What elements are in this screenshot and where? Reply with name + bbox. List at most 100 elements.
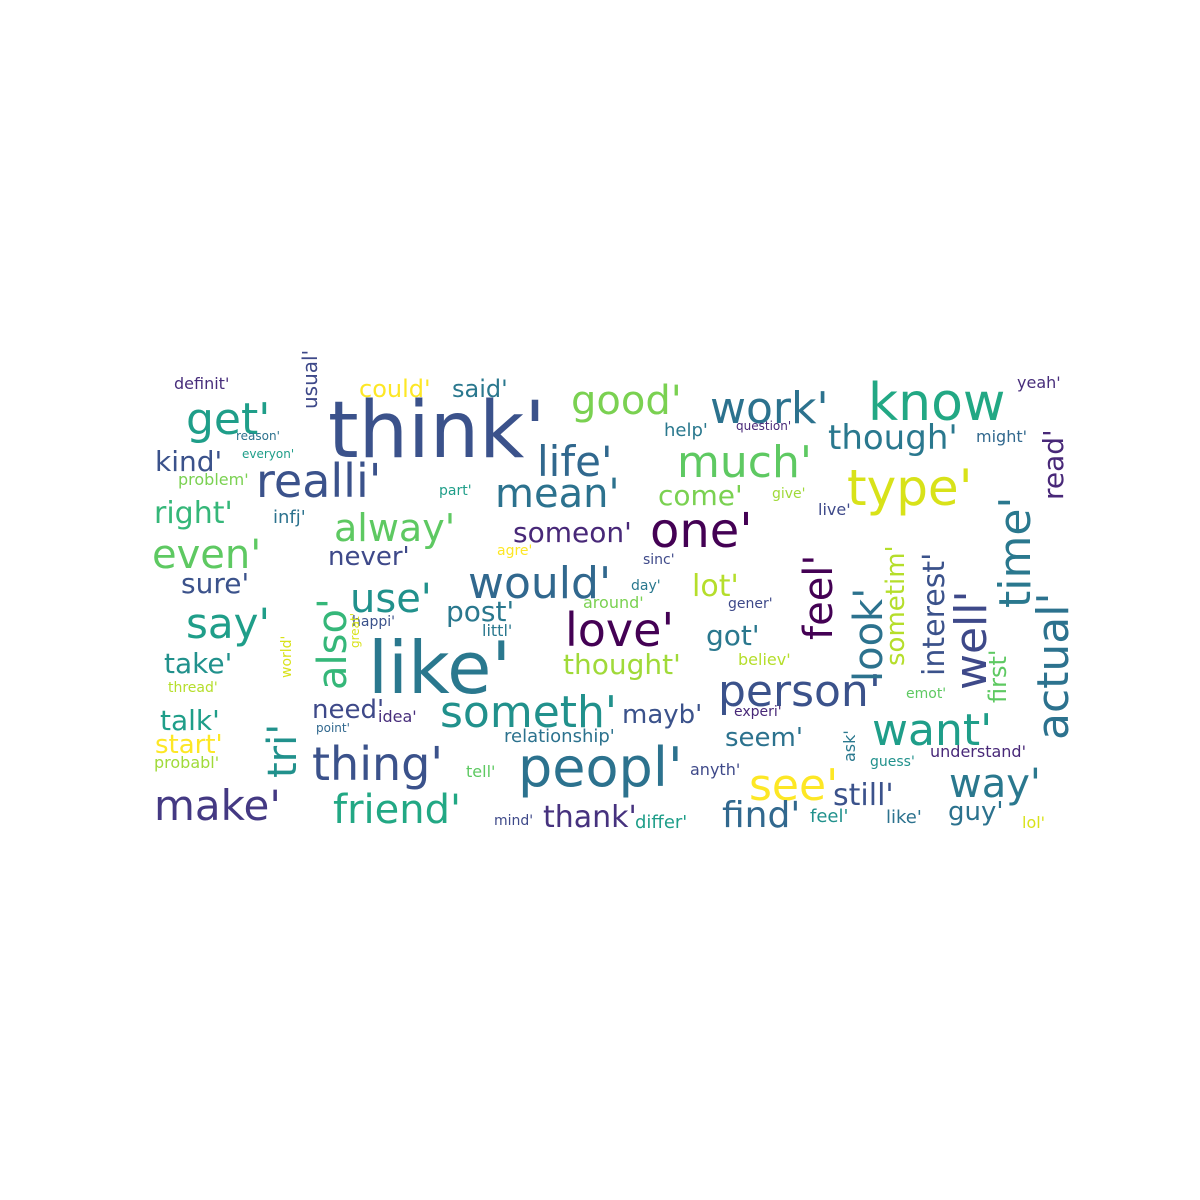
cloud-word: usual' bbox=[298, 350, 322, 409]
cloud-word: emot' bbox=[906, 686, 946, 702]
cloud-word: mind' bbox=[494, 813, 533, 829]
cloud-word: feel' bbox=[796, 555, 842, 640]
cloud-word: tri' bbox=[260, 724, 306, 778]
cloud-word: type' bbox=[847, 459, 972, 517]
cloud-word: thread' bbox=[168, 680, 218, 696]
cloud-word: reason' bbox=[236, 429, 280, 443]
cloud-word: someon' bbox=[513, 516, 632, 549]
cloud-word: talk' bbox=[160, 704, 220, 737]
cloud-word: make' bbox=[154, 781, 281, 830]
cloud-word: guess' bbox=[870, 754, 915, 770]
cloud-word: start' bbox=[155, 730, 223, 760]
cloud-word: give' bbox=[772, 486, 806, 502]
cloud-word: infj' bbox=[273, 507, 306, 528]
cloud-word: look' bbox=[846, 588, 892, 682]
cloud-word: good' bbox=[571, 378, 682, 424]
cloud-word: one' bbox=[650, 503, 753, 559]
cloud-word: someth' bbox=[440, 687, 617, 738]
cloud-word: alway' bbox=[334, 506, 455, 550]
cloud-word: live' bbox=[818, 500, 851, 519]
cloud-word: never' bbox=[328, 542, 410, 572]
cloud-word: ask' bbox=[840, 730, 859, 762]
cloud-word: believ' bbox=[738, 650, 791, 669]
cloud-word: differ' bbox=[635, 812, 687, 833]
cloud-word: experi' bbox=[734, 704, 782, 720]
cloud-word: got' bbox=[706, 619, 760, 652]
cloud-word: agre' bbox=[497, 543, 532, 559]
cloud-word: yeah' bbox=[1017, 373, 1061, 392]
cloud-word: work' bbox=[710, 383, 829, 434]
cloud-word: thought' bbox=[563, 648, 681, 681]
cloud-word: anyth' bbox=[690, 760, 740, 779]
cloud-word: see' bbox=[749, 760, 838, 811]
cloud-word: person' bbox=[718, 666, 881, 717]
cloud-word: guy' bbox=[948, 797, 1004, 827]
cloud-word: world' bbox=[279, 636, 295, 678]
cloud-word: peopl' bbox=[518, 736, 683, 799]
cloud-word: interest' bbox=[917, 553, 952, 676]
cloud-word: sometim' bbox=[881, 545, 911, 666]
cloud-word: thank' bbox=[543, 800, 637, 835]
cloud-word: come' bbox=[658, 479, 743, 512]
cloud-word: idea' bbox=[378, 707, 417, 726]
cloud-word: day' bbox=[631, 578, 661, 594]
cloud-word: help' bbox=[664, 420, 708, 441]
cloud-word: first' bbox=[984, 650, 1012, 704]
cloud-word: even' bbox=[152, 532, 261, 578]
cloud-word: know bbox=[868, 373, 1005, 433]
cloud-word: littl' bbox=[482, 621, 512, 640]
cloud-word: relationship' bbox=[504, 726, 615, 747]
cloud-word: right' bbox=[154, 496, 233, 531]
cloud-word: realli' bbox=[256, 454, 381, 508]
cloud-word: life' bbox=[537, 437, 613, 486]
cloud-word: also' bbox=[310, 598, 356, 690]
cloud-word: like' bbox=[886, 807, 922, 828]
cloud-word: friend' bbox=[333, 787, 461, 833]
cloud-word: understand' bbox=[930, 742, 1026, 761]
cloud-word: everyon' bbox=[242, 447, 294, 461]
cloud-word: actual' bbox=[1028, 592, 1079, 740]
cloud-word: time' bbox=[990, 496, 1041, 608]
cloud-word: tell' bbox=[466, 762, 495, 781]
cloud-word: definit' bbox=[174, 374, 229, 393]
cloud-word: find' bbox=[722, 795, 800, 836]
cloud-word: mean' bbox=[495, 471, 619, 517]
cloud-word: well' bbox=[946, 590, 997, 690]
cloud-word: lol' bbox=[1022, 813, 1045, 832]
cloud-word: take' bbox=[164, 647, 232, 680]
cloud-word: happi' bbox=[352, 614, 395, 630]
cloud-word: great' bbox=[348, 613, 362, 648]
cloud-word: love' bbox=[565, 603, 674, 657]
cloud-word: though' bbox=[828, 418, 958, 458]
cloud-word: feel' bbox=[810, 806, 848, 827]
cloud-word: lot' bbox=[692, 569, 739, 604]
cloud-word: sure' bbox=[181, 567, 249, 600]
cloud-word: get' bbox=[186, 394, 270, 445]
cloud-word: way' bbox=[949, 761, 1041, 807]
cloud-word: said' bbox=[452, 375, 508, 403]
cloud-word: gener' bbox=[728, 596, 773, 612]
cloud-word: use' bbox=[350, 576, 432, 622]
cloud-word: question' bbox=[736, 419, 791, 433]
cloud-word: sinc' bbox=[643, 552, 675, 568]
cloud-word: would' bbox=[468, 558, 611, 609]
cloud-word: like' bbox=[368, 626, 511, 710]
cloud-word: might' bbox=[976, 427, 1027, 446]
cloud-word: want' bbox=[872, 705, 992, 756]
cloud-word: around' bbox=[583, 593, 644, 612]
cloud-word: post' bbox=[446, 595, 514, 628]
cloud-word: seem' bbox=[725, 723, 803, 753]
cloud-word: probabl' bbox=[154, 753, 219, 772]
cloud-word: say' bbox=[186, 599, 270, 648]
cloud-word: thing' bbox=[312, 737, 443, 791]
cloud-word: could' bbox=[359, 375, 431, 403]
cloud-word: think' bbox=[328, 386, 546, 476]
cloud-word: read' bbox=[1037, 429, 1070, 500]
cloud-word: much' bbox=[677, 437, 812, 488]
cloud-word: problem' bbox=[178, 470, 249, 489]
cloud-word: point' bbox=[316, 721, 350, 735]
cloud-word: kind' bbox=[155, 445, 222, 478]
cloud-word: part' bbox=[439, 483, 472, 499]
cloud-word: mayb' bbox=[622, 700, 702, 730]
